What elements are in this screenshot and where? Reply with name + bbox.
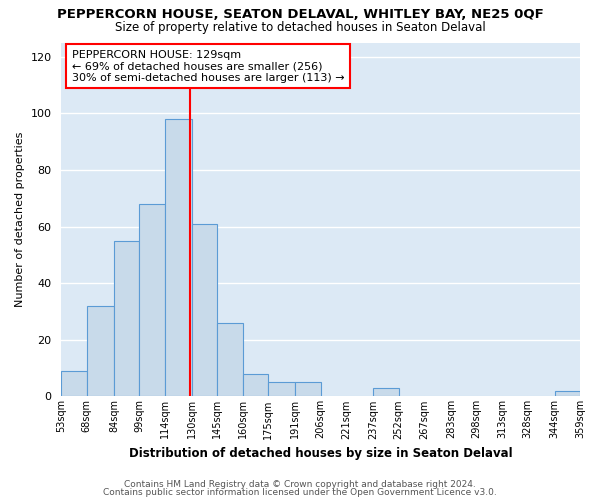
Text: PEPPERCORN HOUSE: 129sqm
← 69% of detached houses are smaller (256)
30% of semi-: PEPPERCORN HOUSE: 129sqm ← 69% of detach… xyxy=(72,50,344,83)
Text: Contains public sector information licensed under the Open Government Licence v3: Contains public sector information licen… xyxy=(103,488,497,497)
Bar xyxy=(61,371,87,396)
Bar xyxy=(165,119,192,396)
X-axis label: Distribution of detached houses by size in Seaton Delaval: Distribution of detached houses by size … xyxy=(129,447,512,460)
Bar xyxy=(554,390,580,396)
Bar xyxy=(114,240,139,396)
Y-axis label: Number of detached properties: Number of detached properties xyxy=(15,132,25,307)
Text: PEPPERCORN HOUSE, SEATON DELAVAL, WHITLEY BAY, NE25 0QF: PEPPERCORN HOUSE, SEATON DELAVAL, WHITLE… xyxy=(56,8,544,20)
Bar xyxy=(192,224,217,396)
Text: Size of property relative to detached houses in Seaton Delaval: Size of property relative to detached ho… xyxy=(115,21,485,34)
Bar xyxy=(295,382,321,396)
Bar xyxy=(87,306,114,396)
Text: Contains HM Land Registry data © Crown copyright and database right 2024.: Contains HM Land Registry data © Crown c… xyxy=(124,480,476,489)
Bar xyxy=(139,204,165,396)
Bar xyxy=(373,388,398,396)
Bar xyxy=(217,323,243,396)
Bar xyxy=(268,382,295,396)
Bar xyxy=(243,374,268,396)
